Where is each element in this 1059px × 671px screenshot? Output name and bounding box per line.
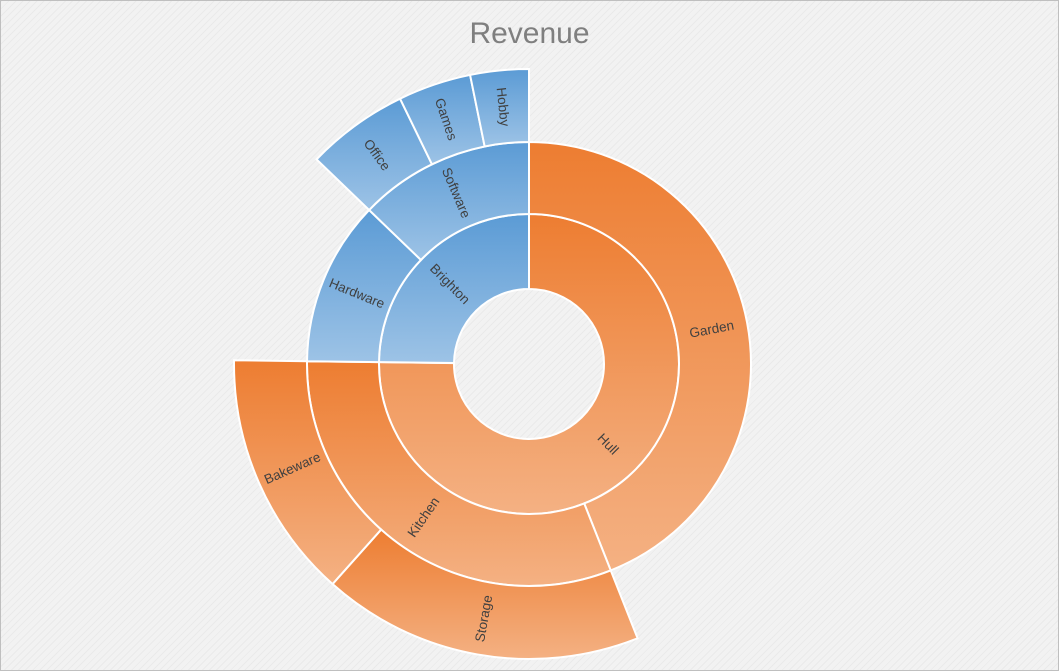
segment-hobby[interactable] — [468, 67, 530, 148]
segment-garden[interactable] — [528, 140, 752, 572]
chart-title: Revenue — [469, 17, 590, 50]
segment-bakeware[interactable] — [233, 359, 383, 586]
label-hobby: Hobby — [494, 87, 513, 128]
